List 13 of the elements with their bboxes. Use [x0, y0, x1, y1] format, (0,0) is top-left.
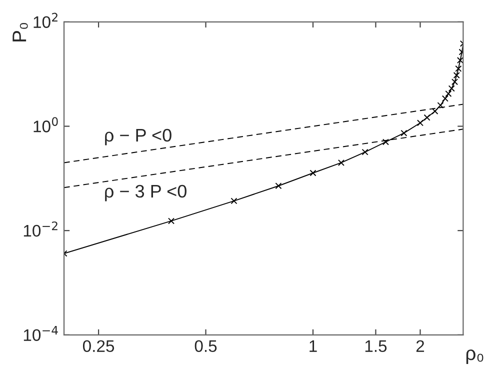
x-tick-label: 1 — [310, 340, 317, 352]
x-tick-label: 0.25 — [82, 340, 114, 352]
annotation: ρ − P <0 — [105, 128, 172, 146]
y-tick-label: 10$^{0}$ — [34, 117, 58, 132]
x-tick-label: 0.5 — [194, 340, 217, 352]
y-tick-label: 10$^{−4}$ — [24, 326, 58, 341]
x-axis-title: ρ₀ — [466, 349, 484, 364]
y-tick-label: 10$^{2}$ — [34, 12, 58, 28]
x-tick-label: 2 — [416, 340, 424, 352]
annotation: ρ − 3 P <0 — [105, 184, 186, 202]
y-tick-label: 10$^{−2}$ — [24, 221, 58, 237]
y-axis-title: P₀ — [12, 22, 28, 42]
x-tick-label: 1.5 — [365, 340, 387, 352]
